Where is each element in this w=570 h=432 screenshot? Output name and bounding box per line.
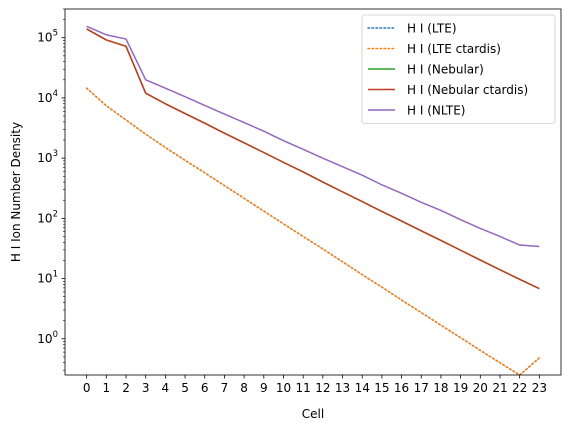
axes-frame	[64, 8, 562, 376]
x-tick-label: 13	[335, 381, 350, 395]
x-tick-label: 21	[492, 381, 507, 395]
y-tick-label: 105	[37, 29, 58, 45]
y-tick-label: 102	[37, 209, 58, 225]
y-axis-label: H I Ion Number Density	[9, 122, 23, 262]
x-tick-label: 3	[142, 381, 150, 395]
legend-label-4: H I (Nebular ctardis)	[407, 83, 528, 97]
series-line-1	[85, 87, 541, 375]
x-tick-label: 2	[122, 381, 130, 395]
legend-label-3: H I (Nebular)	[407, 63, 484, 77]
x-tick-label: 8	[240, 381, 248, 395]
y-tick-label: 103	[37, 149, 58, 165]
x-tick-label: 23	[532, 381, 547, 395]
plot-area	[64, 8, 562, 376]
y-axis-ticks: 100 101 102 103 104 105	[37, 8, 65, 371]
x-tick-label: 18	[433, 381, 448, 395]
x-tick-label: 4	[162, 381, 170, 395]
x-tick-label: 5	[181, 381, 189, 395]
x-tick-label: 10	[276, 381, 291, 395]
x-tick-label: 20	[473, 381, 488, 395]
legend-box	[361, 14, 556, 124]
series-group	[85, 25, 541, 375]
series-line-5	[86, 25, 540, 248]
x-tick-label: 1	[103, 381, 111, 395]
x-tick-label: 11	[296, 381, 311, 395]
x-tick-label: 22	[512, 381, 527, 395]
y-tick-label: 101	[37, 270, 58, 286]
series-line-2	[85, 87, 541, 375]
x-tick-label: 15	[374, 381, 389, 395]
x-tick-label: 0	[83, 381, 91, 395]
series-line-4	[86, 28, 540, 290]
x-axis-ticks: 0 1 2 3 4 5 6 7 8 9 10 11 12 13 14 15 16 17 18 19 20 21 22 23	[83, 375, 547, 395]
x-tick-label: 7	[221, 381, 229, 395]
legend-label-2: H I (LTE ctardis)	[407, 42, 501, 56]
x-tick-label: 16	[394, 381, 409, 395]
legend-label-5: H I (NLTE)	[407, 104, 465, 118]
y-tick-label: 100	[37, 330, 58, 346]
x-tick-label: 19	[453, 381, 468, 395]
legend-label-1: H I (LTE)	[407, 22, 457, 36]
x-tick-label: 17	[414, 381, 429, 395]
x-tick-label: 6	[201, 381, 209, 395]
x-tick-label: 9	[260, 381, 268, 395]
x-axis-label: Cell	[302, 407, 324, 421]
x-tick-label: 12	[315, 381, 330, 395]
x-tick-label: 14	[355, 381, 370, 395]
y-tick-label: 104	[37, 89, 58, 105]
legend: H I (LTE) H I (LTE ctardis) H I (Nebular) H…	[361, 14, 556, 124]
